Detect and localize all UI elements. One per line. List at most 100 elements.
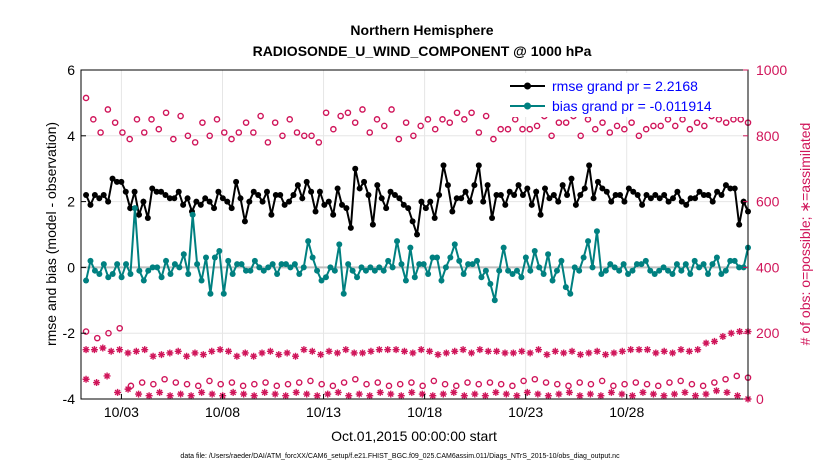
obs-possible-marker xyxy=(351,119,359,126)
data-point xyxy=(673,261,680,268)
obs-possible-marker xyxy=(642,125,650,133)
obs-possible-marker xyxy=(430,377,438,385)
data-point xyxy=(480,198,487,205)
obs-possible-marker xyxy=(468,109,475,117)
data-point xyxy=(163,257,170,264)
data-point xyxy=(391,192,398,199)
data-point xyxy=(736,264,743,271)
obs-assimilated-marker xyxy=(174,347,182,355)
obs-possible-marker xyxy=(257,112,264,120)
data-point xyxy=(238,261,245,268)
obs-possible-marker xyxy=(519,125,526,133)
obs-assimilated-marker xyxy=(593,347,601,355)
y-tick-label: 2 xyxy=(67,194,75,210)
data-point xyxy=(469,261,476,268)
data-point xyxy=(242,267,249,274)
x-tick-label: 10/28 xyxy=(609,404,644,420)
obs-possible-marker xyxy=(598,377,606,385)
data-point xyxy=(96,270,103,277)
data-point xyxy=(118,274,125,281)
obs-assimilated-marker xyxy=(451,347,459,355)
data-point xyxy=(442,264,449,271)
obs-possible-marker xyxy=(380,122,388,130)
data-point xyxy=(241,218,248,225)
data-point xyxy=(687,195,694,202)
data-point xyxy=(100,192,107,199)
data-point xyxy=(700,261,707,268)
data-point xyxy=(144,215,151,222)
obs-assimilated-marker xyxy=(476,346,484,354)
y-tick-label: -2 xyxy=(63,325,76,341)
obs-assimilated-marker xyxy=(467,349,475,357)
series-1 xyxy=(83,205,751,304)
data-point xyxy=(171,195,178,202)
data-point xyxy=(269,261,276,268)
legend-rmse-marker xyxy=(524,82,531,90)
data-point xyxy=(487,280,494,287)
obs-assimilated-marker xyxy=(710,337,718,345)
obs-possible-marker xyxy=(621,125,628,133)
obs-possible-marker xyxy=(359,106,366,113)
y-right-tick-label: 400 xyxy=(756,259,780,275)
obs-possible-marker xyxy=(446,119,454,126)
obs-assimilated-marker xyxy=(400,347,408,355)
obs-possible-marker xyxy=(408,379,415,386)
data-point xyxy=(277,192,284,199)
data-point xyxy=(589,264,596,271)
data-point xyxy=(219,195,226,202)
obs-possible-marker xyxy=(599,119,606,126)
obs-assimilated-marker xyxy=(691,392,699,400)
data-point xyxy=(294,182,301,189)
data-point xyxy=(509,270,516,277)
obs-possible-marker xyxy=(104,106,112,113)
obs-assimilated-marker xyxy=(418,390,426,398)
obs-possible-marker xyxy=(526,125,534,133)
series-5 xyxy=(82,372,752,403)
obs-assimilated-marker xyxy=(702,390,710,398)
obs-assimilated-marker xyxy=(157,351,165,359)
obs-assimilated-marker xyxy=(103,372,111,380)
data-point xyxy=(692,195,699,202)
obs-possible-marker xyxy=(497,380,505,388)
obs-assimilated-marker xyxy=(660,392,668,400)
obs-possible-marker xyxy=(318,380,325,388)
x-tick-label: 10/23 xyxy=(508,404,543,420)
data-point xyxy=(287,264,294,271)
data-point xyxy=(278,261,285,268)
obs-assimilated-marker xyxy=(114,388,122,396)
data-point xyxy=(251,257,258,264)
data-point xyxy=(140,277,147,284)
data-point xyxy=(727,185,734,192)
obs-assimilated-marker xyxy=(685,347,693,355)
y-right-axis-label: # of obs: o=possible; ∗=assimilated xyxy=(797,123,813,346)
data-point xyxy=(318,277,325,284)
data-point xyxy=(590,195,597,202)
data-point xyxy=(599,185,606,192)
data-point xyxy=(513,267,520,274)
data-point xyxy=(522,254,529,261)
obs-possible-marker xyxy=(126,135,133,143)
obs-possible-marker xyxy=(363,380,370,388)
obs-assimilated-marker xyxy=(576,351,584,359)
obs-possible-marker xyxy=(486,379,494,386)
obs-possible-marker xyxy=(555,119,563,126)
data-point xyxy=(545,251,552,258)
obs-assimilated-marker xyxy=(670,390,678,398)
obs-possible-marker xyxy=(322,109,330,117)
data-point xyxy=(316,188,323,195)
obs-assimilated-marker xyxy=(597,392,605,400)
obs-possible-marker xyxy=(722,375,729,383)
obs-assimilated-marker xyxy=(135,390,143,398)
obs-possible-marker xyxy=(490,135,497,143)
data-point xyxy=(665,198,672,205)
obs-assimilated-marker xyxy=(518,347,526,355)
obs-assimilated-marker xyxy=(240,390,248,398)
data-point xyxy=(207,290,214,297)
data-point xyxy=(567,290,574,297)
data-point xyxy=(625,270,632,277)
obs-possible-marker xyxy=(395,135,403,143)
data-point xyxy=(506,188,513,195)
obs-possible-marker xyxy=(482,112,490,120)
obs-assimilated-marker xyxy=(727,329,735,337)
data-point xyxy=(678,267,685,274)
